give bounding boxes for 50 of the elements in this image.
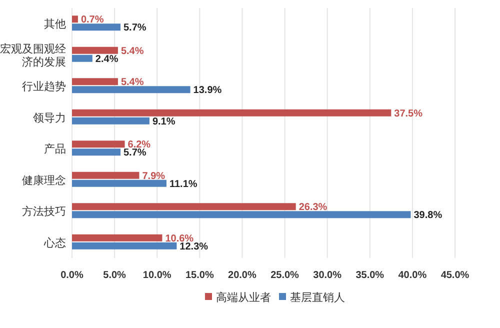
data-label: 11.1% [169, 178, 198, 190]
y-tick-label: 健康理念 [22, 174, 66, 187]
data-label: 13.9% [193, 85, 222, 96]
y-tick-label: 产品 [44, 142, 66, 156]
x-tick-label: 15.0% [185, 270, 214, 281]
bar [72, 242, 177, 250]
bar [72, 180, 166, 187]
data-label: 26.3% [298, 202, 328, 214]
x-tick-label: 25.0% [270, 270, 300, 281]
data-label: 39.8% [414, 210, 442, 222]
data-label: 0.7% [80, 14, 104, 26]
y-tick-label: 领导力 [33, 111, 66, 124]
data-label: 5.4% [120, 46, 144, 57]
bar [72, 54, 92, 62]
y-tick-label: 行业趋势 [22, 80, 66, 94]
bar [72, 148, 121, 156]
bar [72, 16, 78, 23]
data-label: 7.9% [142, 170, 166, 182]
bar [72, 172, 140, 179]
x-tick-label: 0.0% [60, 270, 84, 281]
y-tick-label: 其他 [44, 18, 66, 31]
data-label: 37.5% [394, 108, 423, 120]
y-tick-label: 心态 [43, 236, 66, 250]
x-tick-label: 45.0% [440, 270, 470, 281]
x-tick-label: 20.0% [228, 270, 257, 281]
y-tick-label: 方法技巧 [22, 205, 66, 218]
bar [72, 203, 296, 210]
legend-label: 高端从业者 [216, 291, 271, 304]
x-tick-label: 30.0% [313, 270, 342, 281]
bar [72, 86, 190, 94]
bar [72, 46, 118, 54]
bar [72, 117, 150, 124]
bar [72, 78, 118, 86]
data-label: 2.4% [95, 54, 118, 65]
data-label: 5.7% [124, 22, 146, 34]
bar [72, 24, 121, 31]
data-label: 5.7% [124, 148, 146, 159]
legend-label: 基层直销人 [290, 291, 345, 304]
bar [72, 234, 162, 242]
x-tick-label: 40.0% [398, 270, 427, 281]
data-label: 5.4% [120, 77, 144, 88]
x-tick-label: 10.0% [142, 270, 172, 281]
bar [72, 211, 411, 218]
data-label: 12.3% [180, 241, 208, 252]
data-label: 9.1% [152, 116, 176, 128]
bar [72, 109, 392, 116]
x-tick-label: 5.0% [103, 270, 126, 281]
x-tick-label: 35.0% [356, 270, 384, 281]
bar [72, 140, 125, 148]
y-tick-label: 宏观及围观经济的发展 [0, 42, 66, 68]
